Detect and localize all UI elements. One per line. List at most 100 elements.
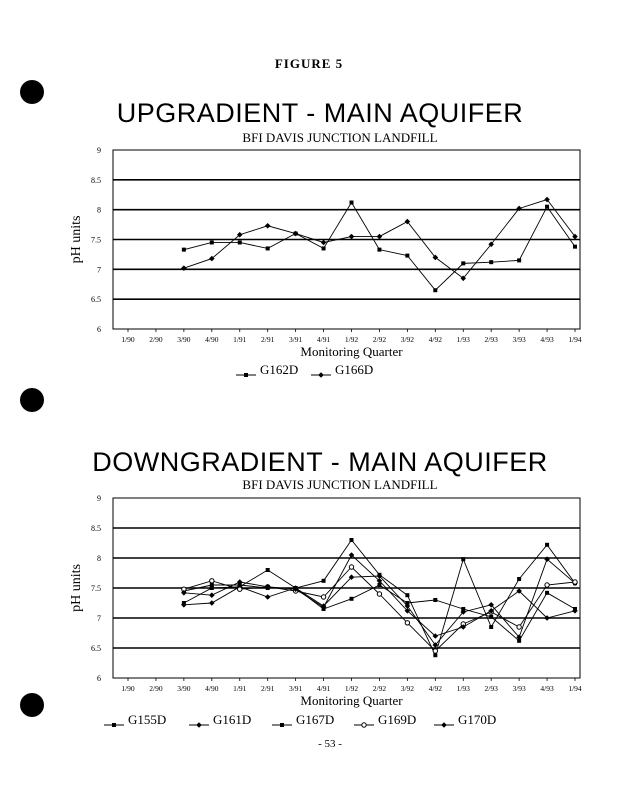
data-point [264,584,271,590]
data-point [265,568,270,572]
data-point [181,590,187,596]
downgradient-x-tick-label: 3/90 [177,684,191,693]
downgradient-x-tick-label: 1/91 [233,684,247,693]
downgradient-legend-marker [280,723,284,727]
upgradient-y-tick-label: 6.5 [91,295,101,304]
data-point [209,578,215,584]
data-point [348,564,355,570]
upgradient-y-tick-label: 8.5 [91,176,101,185]
data-point [349,538,354,542]
downgradient-x-axis-label: Monitoring Quarter [300,693,403,708]
data-point [321,578,326,583]
data-point [264,222,271,229]
upgradient-chart-subtitle: BFI DAVIS JUNCTION LANDFILL [242,130,438,145]
downgradient-x-tick-label: 2/91 [261,684,275,693]
data-point [545,204,550,209]
figure-label: FIGURE 5 [274,56,344,71]
data-point [236,231,243,238]
downgradient-legend-label: G169D [378,712,416,727]
data-point [489,260,494,265]
data-point [209,240,214,245]
downgradient-x-tick-label: 1/93 [457,684,471,693]
data-point [321,246,326,251]
upgradient-y-tick-label: 9 [97,146,101,155]
data-point [181,247,186,252]
data-point [516,205,522,212]
downgradient-legend-marker [361,722,367,728]
data-point [348,552,355,558]
data-point [432,254,439,261]
data-point [433,288,438,293]
upgradient-x-tick-label: 1/94 [568,335,582,344]
upgradient-legend-label: G162D [260,362,298,377]
downgradient-y-tick-label: 6.5 [91,644,101,653]
data-point [348,574,355,580]
data-point [460,609,467,615]
upgradient-series-g166d [181,196,578,282]
upgradient-x-tick-label: 1/93 [457,335,471,344]
upgradient-chart: 6 6.5 7 7.5 8 8.5 9 1/90 2/90 3/90 4/90 1/91 2/91 3/9… [69,146,582,378]
data-point [544,615,550,621]
downgradient-x-tick-label: 3/92 [401,684,415,693]
downgradient-x-tick-label: 1/92 [345,684,359,693]
data-point [432,642,439,648]
data-point [488,602,494,608]
data-point [292,230,299,237]
data-point [348,233,355,240]
downgradient-legend-label: G170D [458,712,496,727]
upgradient-x-axis-label: Monitoring Quarter [300,344,403,359]
downgradient-x-tick-label: 1/90 [121,684,135,693]
data-point [181,602,187,608]
upgradient-y-tick-label: 7 [97,265,101,274]
downgradient-y-axis-label: pH units [69,564,84,612]
series-line [183,558,576,646]
data-point [376,578,383,584]
data-point [488,241,494,248]
data-point [265,246,270,251]
upgradient-x-tick-label: 3/93 [512,335,526,344]
upgradient-x-tick-label: 1/92 [345,335,359,344]
upgradient-series-g162d [181,200,577,293]
downgradient-x-tick-label: 1/94 [568,684,582,693]
data-point [320,604,327,610]
downgradient-y-tick-label: 6 [97,674,101,683]
downgradient-x-tick-label: 2/92 [373,684,387,693]
page-number: - 53 - [318,738,342,750]
downgradient-x-tick-label: 4/91 [317,684,331,693]
binder-hole-middle [20,388,44,412]
data-point [405,593,410,598]
upgradient-x-tick-label: 1/91 [233,335,247,344]
binder-hole-bottom [20,693,44,717]
data-point [349,596,354,601]
upgradient-x-tick-label: 2/91 [261,335,275,344]
upgradient-x-tick-label: 2/92 [373,335,387,344]
upgradient-x-tick-label: 4/91 [317,335,331,344]
data-point [517,258,522,263]
upgradient-y-tick-label: 6 [97,325,101,334]
data-point [377,247,382,252]
data-point [209,600,215,606]
data-point [461,557,466,562]
data-point [209,583,214,587]
binder-hole-top [20,80,44,104]
data-point [237,586,243,592]
series-line [183,201,576,291]
data-point [572,233,578,240]
upgradient-y-tick-label: 7.5 [91,236,101,245]
downgradient-x-tick-label: 4/92 [429,684,443,693]
data-point [376,591,383,597]
data-point [433,653,438,658]
data-point [404,603,411,609]
upgradient-x-tick-label: 1/90 [121,335,135,344]
upgradient-legend-marker [244,373,248,377]
downgradient-x-tick-label: 2/90 [149,684,163,693]
downgradient-y-tick-label: 7.5 [91,584,101,593]
data-point [181,265,187,271]
data-point [461,607,466,611]
data-point [460,624,467,630]
downgradient-x-tick-label: 3/91 [289,684,303,693]
downgradient-x-tick-label: 4/93 [540,684,554,693]
downgradient-legend-marker [441,722,447,728]
data-point [488,608,494,614]
data-point [460,275,467,282]
